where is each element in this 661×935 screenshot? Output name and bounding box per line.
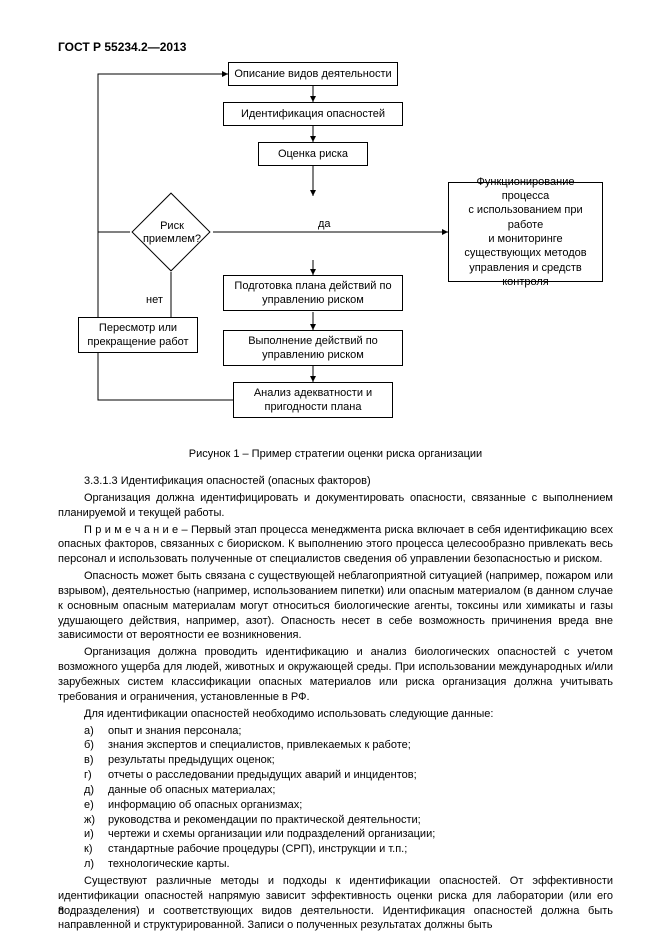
para: Организация должна проводить идентификац… — [58, 645, 613, 704]
list-item: е)информацию об опасных организмах; — [58, 798, 613, 813]
flow-box-risk-assess: Оценка риска — [258, 142, 368, 166]
flow-box-right: Функционирование процесса с использовани… — [448, 182, 603, 282]
flow-box-analysis: Анализ адекватности и пригодности плана — [233, 382, 393, 418]
section-heading: 3.3.1.3 Идентификация опасностей (опасны… — [58, 474, 613, 489]
figure-caption: Рисунок 1 – Пример стратегии оценки риск… — [58, 448, 613, 460]
list-item: б)знания экспертов и специалистов, привл… — [58, 738, 613, 753]
list-item: д)данные об опасных материалах; — [58, 783, 613, 798]
flow-box-exec: Выполнение действий по управлению риском — [223, 330, 403, 366]
body-text: 3.3.1.3 Идентификация опасностей (опасны… — [58, 474, 613, 933]
list-item: л)технологические карты. — [58, 857, 613, 872]
flowchart: Описание видов деятельности Идентификаци… — [58, 62, 603, 442]
flow-box-plan: Подготовка плана действий по управлению … — [223, 275, 403, 311]
page-number: 8 — [58, 905, 64, 917]
para: Существуют различные методы и подходы к … — [58, 874, 613, 933]
flow-diamond-label: Риск приемлем? — [136, 220, 208, 246]
list-item: в)результаты предыдущих оценок; — [58, 753, 613, 768]
flow-label-yes: да — [318, 218, 331, 230]
list-item: а)опыт и знания персонала; — [58, 724, 613, 739]
flow-box-revise: Пересмотр или прекращение работ — [78, 317, 198, 353]
flow-box-hazard-id: Идентификация опасностей — [223, 102, 403, 126]
para: Для идентификации опасностей необходимо … — [58, 707, 613, 722]
list-item: г)отчеты о расследовании предыдущих авар… — [58, 768, 613, 783]
flow-box-activities: Описание видов деятельности — [228, 62, 398, 86]
para: Организация должна идентифицировать и до… — [58, 491, 613, 521]
flow-label-no: нет — [146, 294, 163, 306]
doc-header: ГОСТ Р 55234.2—2013 — [58, 40, 613, 54]
list: а)опыт и знания персонала;б)знания экспе… — [58, 724, 613, 872]
list-item: ж)руководства и рекомендации по практиче… — [58, 813, 613, 828]
list-item: и)чертежи и схемы организации или подраз… — [58, 827, 613, 842]
para-note: П р и м е ч а н и е – Первый этап процес… — [58, 523, 613, 568]
list-item: к)стандартные рабочие процедуры (СРП), и… — [58, 842, 613, 857]
para: Опасность может быть связана с существую… — [58, 569, 613, 643]
